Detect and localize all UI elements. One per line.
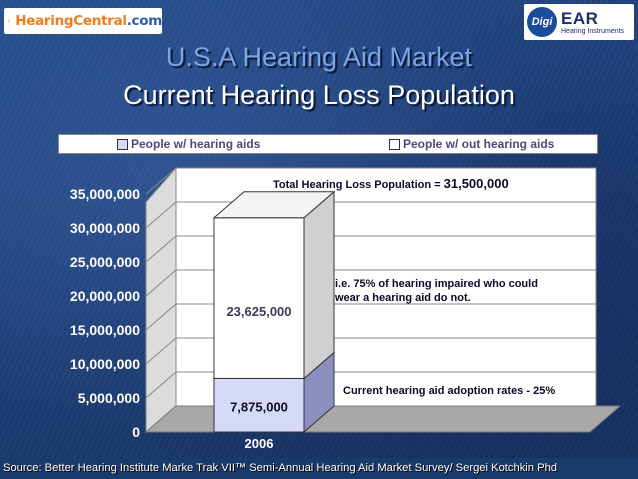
gridline-side-7 (145, 167, 177, 195)
data-label-with-aids: 7,875,000 (230, 399, 288, 414)
annotation-not-wear-line1: i.e. 75% of hearing impaired who could (335, 278, 538, 290)
legend-swatch-without-aids (389, 138, 400, 150)
logo-suffix: .com (126, 13, 163, 29)
plot-side-wall (145, 166, 177, 434)
y-tick-label-5: 25,000,000 (70, 254, 140, 270)
digi-badge: Digi (527, 7, 557, 37)
bar-front-series-0 (213, 377, 305, 433)
source-footer: Source: Better Hearing Institute Marke T… (0, 458, 638, 479)
y-tick-label-6: 30,000,000 (70, 220, 140, 236)
gridline-side-3 (145, 303, 177, 331)
logo-text: HearingCentral (15, 13, 127, 29)
y-tick-label-0: 0 (132, 424, 140, 440)
data-label-without-aids: 23,625,000 (226, 304, 291, 319)
page-title: U.S.A Hearing Aid Market (165, 42, 473, 72)
bar-front-series-1 (213, 217, 305, 379)
legend-item-without-aids: People w/ out hearing aids (389, 137, 554, 151)
y-tick-label-7: 35,000,000 (70, 186, 140, 202)
y-tick-labels: 0 5,000,000 10,000,000 15,000,000 20,000,000… (70, 186, 140, 440)
x-tick-label-2006: 2006 (245, 436, 274, 451)
annotation-not-wear-line2: wear a hearing aid do not. (334, 292, 471, 304)
hearingcentral-logo: HearingCentral.com (4, 8, 162, 34)
digiear-sub: Hearing Instruments (561, 27, 625, 35)
annotation-total-value: 31,500,000 (444, 176, 509, 191)
digiear-brand: EAR (561, 8, 599, 28)
legend-item-with-aids: People w/ hearing aids (117, 137, 260, 151)
y-tick-label-2: 10,000,000 (70, 356, 140, 372)
ear-icon (8, 19, 10, 23)
gridline-side-6 (145, 201, 177, 229)
legend-label-without-aids: People w/ out hearing aids (403, 137, 555, 151)
annotation-not-wear: i.e. 75% of hearing impaired who could w… (334, 278, 541, 304)
y-tick-label-1: 5,000,000 (78, 390, 140, 406)
y-tick-label-3: 15,000,000 (70, 322, 140, 338)
page-subtitle: Current Hearing Loss Population (123, 80, 515, 110)
gridline-side-5 (145, 235, 177, 263)
gridline-side-2 (145, 337, 177, 365)
bar-side-series-1 (303, 190, 335, 380)
gridline-side-4 (145, 269, 177, 297)
annotation-adoption: Current hearing aid adoption rates - 25% (343, 385, 555, 397)
annotation-total: Total Hearing Loss Population = 31,500,0… (273, 176, 509, 191)
legend-swatch-with-aids (117, 138, 128, 150)
chart-legend: People w/ hearing aids People w/ out hea… (58, 134, 598, 154)
bars: 7,875,000 23,625,000 (212, 190, 336, 434)
annotation-total-label: Total Hearing Loss Population = (273, 179, 444, 191)
gridline-side-1 (145, 371, 177, 399)
digiear-logo: Digi EAR Hearing Instruments (524, 4, 634, 40)
y-tick-label-4: 20,000,000 (70, 288, 140, 304)
bar-top-series-1 (212, 191, 336, 219)
legend-label-with-aids: People w/ hearing aids (131, 137, 261, 151)
